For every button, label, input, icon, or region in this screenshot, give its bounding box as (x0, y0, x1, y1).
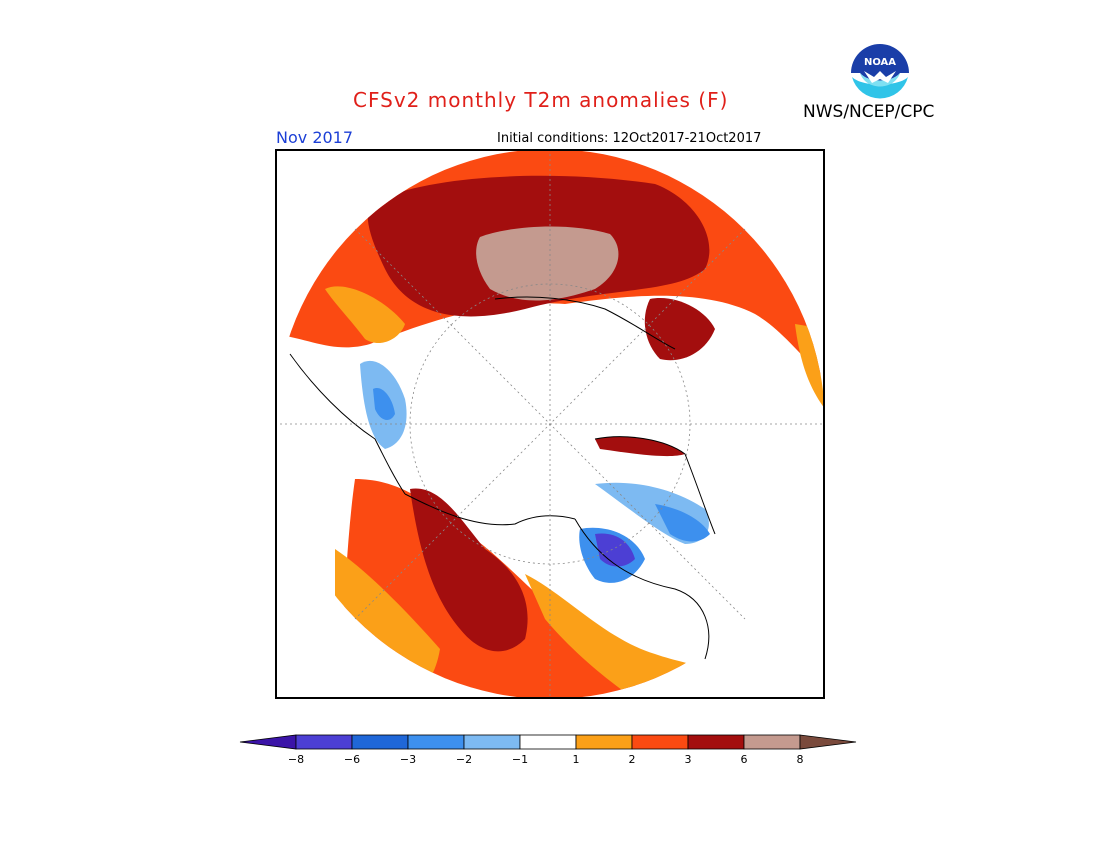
legend-tick-label: 3 (685, 753, 692, 766)
legend-tick-label: −1 (512, 753, 528, 766)
legend-tick-label: 6 (741, 753, 748, 766)
noaa-logo: NOAA (851, 44, 909, 102)
color-legend: −8 −6 −3 −2 −1 1 2 3 6 8 (239, 734, 857, 766)
legend-tick-label: −8 (288, 753, 304, 766)
chart-title: CFSv2 monthly T2m anomalies (F) (353, 88, 729, 112)
warm-region-taymyr-rim (595, 436, 685, 457)
legend-swatch (687, 734, 745, 750)
legend-arrow-low (239, 734, 297, 750)
legend-swatch (351, 734, 409, 750)
warm-region-north-america-core (410, 488, 528, 652)
legend-arrow-high (799, 734, 857, 750)
polar-anomaly-map (275, 149, 825, 699)
warm-region-north-america-orange (525, 574, 705, 699)
agency-label: NWS/NCEP/CPC (803, 102, 935, 122)
cool-region-siberia-east-core (655, 504, 710, 542)
legend-swatch (463, 734, 521, 750)
legend-swatch (743, 734, 801, 750)
legend-tick-label: −6 (344, 753, 360, 766)
legend-tick-label: 1 (573, 753, 580, 766)
legend-tick-label: 2 (629, 753, 636, 766)
legend-tick-label: −3 (400, 753, 416, 766)
legend-swatch (295, 734, 353, 750)
cool-region-hudson-core (595, 533, 635, 567)
legend-swatch (407, 734, 465, 750)
legend-tick-label: 8 (797, 753, 804, 766)
noaa-logo-text: NOAA (864, 57, 896, 68)
cool-region-greenland-core (373, 388, 395, 421)
map-border (275, 149, 825, 699)
warm-region-europe-orange (325, 286, 405, 344)
warm-region-siberia-max (476, 226, 619, 301)
graticule (275, 149, 825, 699)
initial-conditions: Initial conditions: 12Oct2017-21Oct2017 (497, 131, 762, 146)
warm-region-east-asia (644, 298, 715, 361)
legend-swatch (631, 734, 689, 750)
legend-tick-label: −2 (456, 753, 472, 766)
legend-swatch (575, 734, 633, 750)
legend-swatch (519, 734, 577, 750)
coastlines (289, 296, 716, 660)
forecast-period: Nov 2017 (276, 128, 354, 147)
